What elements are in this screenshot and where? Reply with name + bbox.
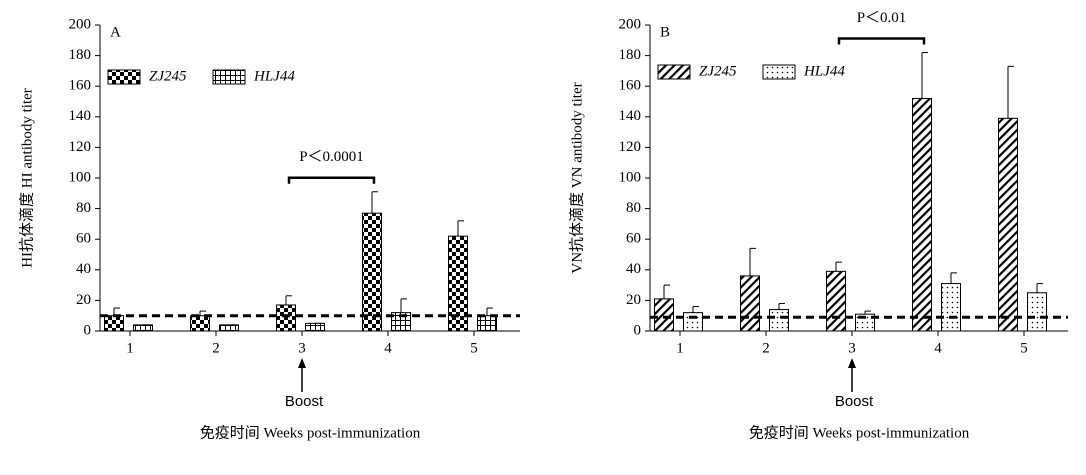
y-tick-label: 140 bbox=[69, 108, 92, 124]
y-tick-label: 100 bbox=[69, 169, 92, 185]
y-tick-label: 40 bbox=[626, 261, 641, 277]
x-tick-label: 4 bbox=[384, 340, 392, 356]
bar bbox=[133, 324, 153, 332]
x-tick-label: 5 bbox=[470, 340, 478, 356]
bar bbox=[740, 275, 760, 332]
bar bbox=[391, 312, 411, 332]
bar bbox=[448, 235, 468, 332]
legend-swatch bbox=[762, 64, 796, 80]
bar bbox=[104, 315, 124, 332]
boost-label: Boost bbox=[285, 393, 324, 410]
y-axis-label: HI抗体滴度 HI antibody titer bbox=[17, 88, 35, 268]
x-axis-label: 免疫时间 Weeks post-immunization bbox=[749, 424, 970, 441]
legend-label: ZJ245 bbox=[149, 68, 187, 84]
legend-label: HLJ44 bbox=[253, 68, 295, 84]
y-tick-label: 140 bbox=[619, 108, 642, 124]
y-tick-label: 200 bbox=[619, 16, 642, 32]
significance-label: P＜0.01 bbox=[857, 10, 907, 26]
y-tick-label: 100 bbox=[619, 169, 642, 185]
bar bbox=[477, 315, 497, 332]
x-axis-label: 免疫时间 Weeks post-immunization bbox=[200, 424, 421, 441]
y-tick-label: 60 bbox=[76, 231, 91, 247]
bar bbox=[276, 304, 296, 332]
bar bbox=[219, 324, 239, 332]
y-tick-label: 200 bbox=[69, 16, 92, 32]
boost-arrowhead bbox=[848, 358, 856, 368]
y-tick-label: 60 bbox=[626, 231, 641, 247]
x-tick-label: 4 bbox=[934, 340, 942, 356]
y-tick-label: 80 bbox=[626, 200, 641, 216]
y-tick-label: 20 bbox=[76, 292, 91, 308]
significance-bracket bbox=[287, 176, 376, 184]
y-tick-label: 120 bbox=[69, 139, 92, 155]
panel-label: B bbox=[660, 24, 670, 40]
y-tick-label: 20 bbox=[626, 292, 641, 308]
legend-swatch bbox=[212, 69, 246, 85]
x-tick-label: 2 bbox=[762, 340, 770, 356]
y-tick-label: 0 bbox=[84, 322, 92, 338]
x-tick-label: 1 bbox=[126, 340, 134, 356]
bar bbox=[654, 298, 674, 332]
y-tick-label: 160 bbox=[619, 78, 642, 94]
x-tick-label: 3 bbox=[848, 340, 856, 356]
y-tick-label: 0 bbox=[634, 322, 642, 338]
bar bbox=[826, 270, 846, 332]
y-tick-label: 180 bbox=[619, 47, 642, 63]
bar bbox=[305, 322, 325, 332]
y-tick-label: 160 bbox=[69, 78, 92, 94]
bar bbox=[1027, 292, 1047, 332]
boost-arrowhead bbox=[298, 358, 306, 368]
bar bbox=[941, 283, 961, 332]
y-tick-label: 80 bbox=[76, 200, 91, 216]
legend-label: ZJ245 bbox=[699, 63, 737, 79]
legend-swatch bbox=[107, 69, 141, 85]
legend-swatch bbox=[657, 64, 691, 80]
bar bbox=[190, 315, 210, 332]
y-tick-label: 120 bbox=[619, 139, 642, 155]
x-tick-label: 2 bbox=[212, 340, 220, 356]
legend-label: HLJ44 bbox=[803, 63, 845, 79]
boost-label: Boost bbox=[835, 393, 874, 410]
x-tick-label: 1 bbox=[676, 340, 684, 356]
bar bbox=[683, 312, 703, 332]
panel-label: A bbox=[110, 24, 121, 40]
bar bbox=[769, 309, 789, 332]
bar bbox=[912, 97, 932, 332]
bar bbox=[362, 212, 382, 332]
y-axis-label: VN抗体滴度 VN antibody titer bbox=[567, 82, 585, 273]
y-tick-label: 180 bbox=[69, 47, 92, 63]
y-tick-label: 40 bbox=[76, 261, 91, 277]
significance-label: P＜0.0001 bbox=[299, 149, 364, 165]
bar bbox=[998, 117, 1018, 332]
x-tick-label: 5 bbox=[1020, 340, 1028, 356]
significance-bracket bbox=[837, 37, 926, 45]
x-tick-label: 3 bbox=[298, 340, 306, 356]
